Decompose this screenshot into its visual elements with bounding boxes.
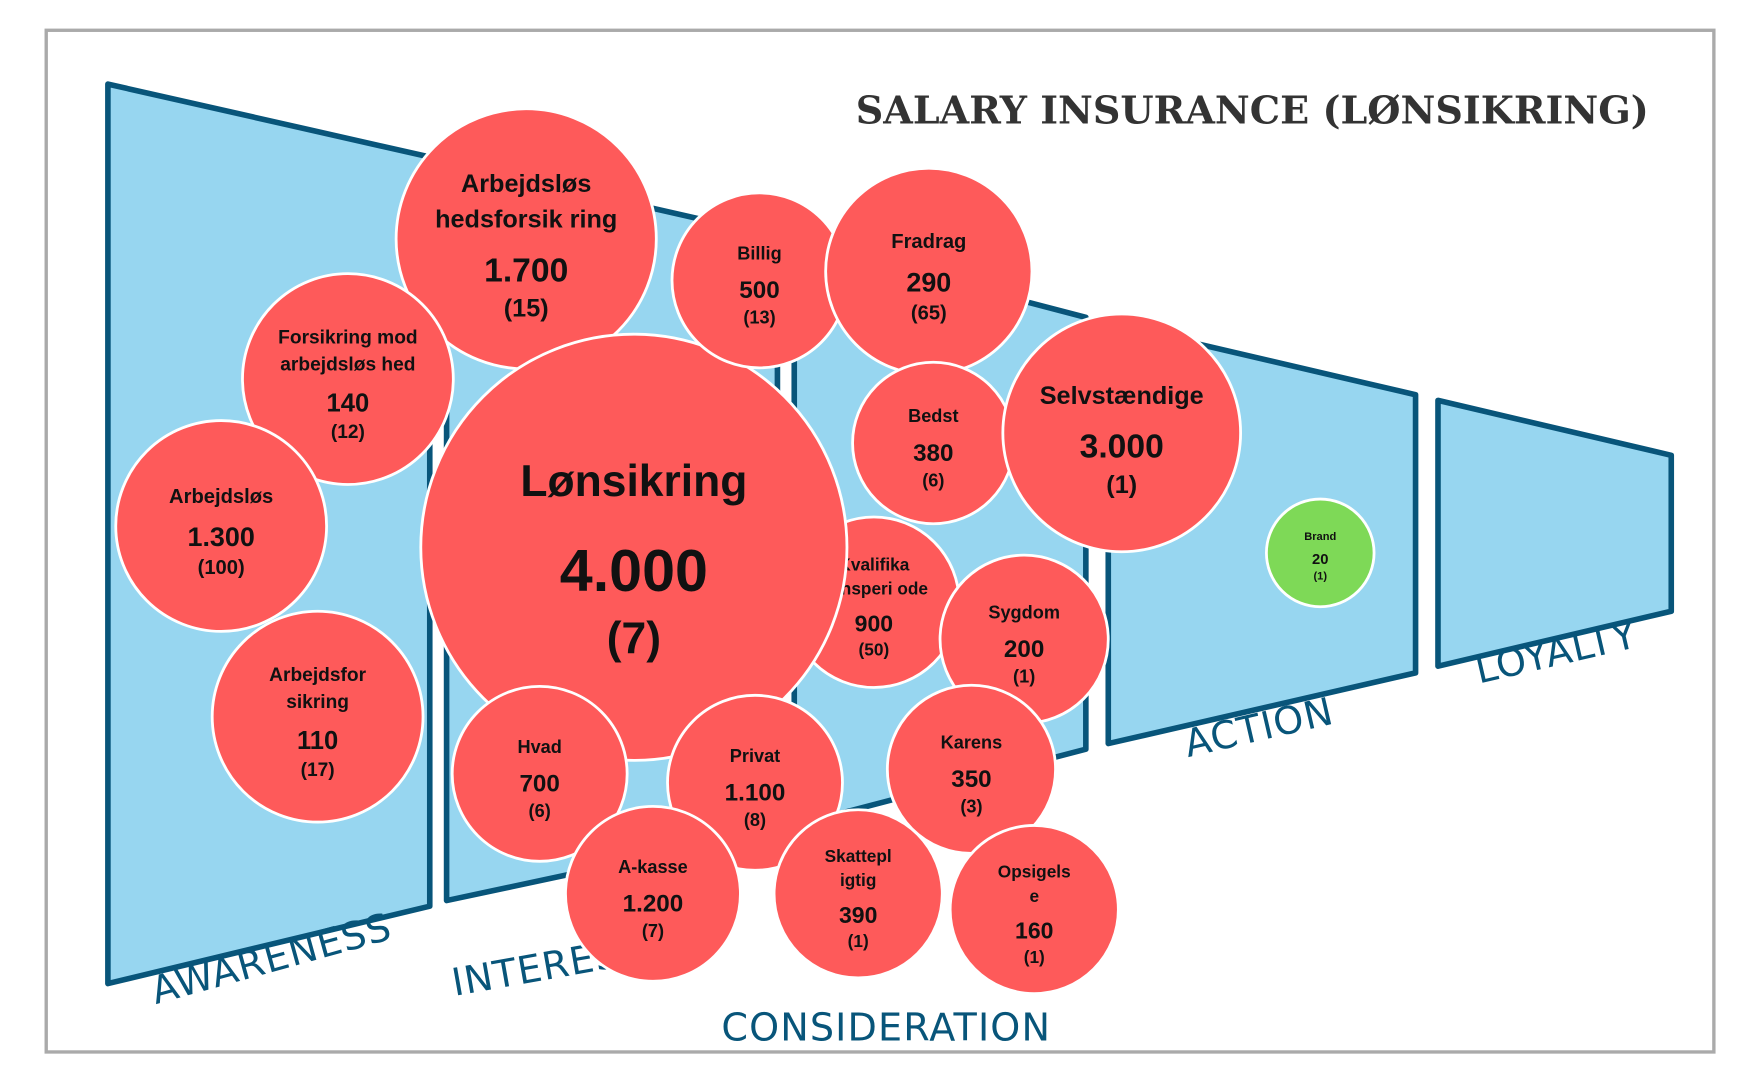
bubble-value: 390 (839, 902, 877, 928)
bubble-circle (772, 808, 944, 980)
bubble-name: Billig (737, 243, 781, 263)
bubble-name: e (1029, 886, 1039, 906)
bubble-count: (13) (743, 308, 775, 328)
bubble-count: (1) (1313, 570, 1327, 582)
bubble-name: sikring (286, 692, 349, 713)
bubble-circle (114, 419, 328, 633)
bubble-name: Skattepl (825, 846, 892, 866)
bubble-count: (7) (607, 614, 661, 663)
bubble-value: 20 (1312, 552, 1328, 568)
bubble-circle (210, 609, 425, 824)
bubble-name: arbejdsløs hed (280, 354, 415, 375)
bubble-count: (1) (1013, 667, 1035, 687)
keyword-bubbles: Arbejdsløs hedsforsik ring 1.700 (15) Forsik… (114, 107, 1376, 996)
bubble-name: Arbejdsløs (461, 170, 591, 198)
bubble-count: (3) (960, 797, 982, 817)
bubble-value: 160 (1015, 918, 1053, 944)
bubble-name: Sygdom (988, 602, 1060, 622)
bubble-arbejdsløs: Arbejdsløs 1.300 (100) (114, 419, 328, 633)
bubble-count: (17) (301, 760, 335, 781)
diagram-title: SALARY INSURANCE (LØNSIKRING) (856, 87, 1649, 132)
bubble-value: 1.100 (725, 780, 786, 807)
bubble-skattepl-igtig: Skattepl igtig 390 (1) (772, 808, 944, 980)
bubble-karens: Karens 350 (3) (885, 683, 1057, 855)
stage-loyalty (1435, 397, 1675, 669)
bubble-value: 110 (297, 727, 338, 755)
bubble-name: Opsigels (998, 862, 1071, 882)
bubble-hvad: Hvad 700 (6) (450, 684, 629, 863)
bubble-name: Bedst (908, 406, 958, 426)
bubble-value: 3.000 (1080, 429, 1164, 466)
bubble-value: 350 (951, 766, 991, 793)
bubble-value: 4.000 (560, 537, 708, 604)
bubble-count: (6) (922, 470, 944, 490)
bubble-name: A-kasse (618, 857, 688, 877)
bubble-count: (65) (911, 303, 947, 325)
bubble-sygdom: Sygdom 200 (1) (938, 553, 1110, 725)
bubble-fradrag: Fradrag 290 (65) (824, 166, 1034, 376)
bubble-name: hedsforsik ring (435, 206, 617, 234)
bubble-name: Arbejdsfor (269, 665, 366, 686)
bubble-name: Selvstændige (1040, 382, 1204, 410)
bubble-name: Kvalifika (838, 554, 909, 574)
bubble-name: Lønsikring (520, 457, 747, 506)
bubble-lønsikring: Lønsikring 4.000 (7) (419, 332, 849, 762)
bubble-value: 290 (906, 267, 951, 297)
bubble-circle (1001, 312, 1243, 554)
bubble-name: Privat (730, 746, 780, 766)
bubble-opsigels-e: Opsigels e 160 (1) (948, 824, 1120, 996)
bubble-count: (7) (642, 921, 664, 941)
bubble-value: 200 (1004, 636, 1044, 663)
bubble-forsikring-mod-arbejdsløs-hed: Forsikring mod arbejdsløs hed 140 (12) (241, 272, 455, 486)
bubble-value: 1.200 (623, 891, 684, 918)
bubble-billig: Billig 500 (13) (670, 191, 849, 370)
bubble-circle (1265, 497, 1376, 609)
bubble-privat: Privat 1.100 (8) (666, 693, 844, 872)
bubble-a-kasse: A-kasse 1.200 (7) (564, 804, 742, 983)
bubble-value: 900 (855, 610, 893, 636)
bubble-circle (564, 804, 742, 983)
bubble-value: 500 (739, 277, 779, 304)
bubble-circle (419, 332, 849, 762)
bubble-name: Hvad (517, 737, 561, 757)
bubble-brand: Brand 20 (1) (1265, 497, 1376, 609)
bubble-count: (1) (848, 931, 869, 951)
bubble-value: 700 (519, 771, 559, 798)
bubble-value: 1.300 (187, 522, 254, 552)
stage-label-consideration: CONSIDERATION (721, 1006, 1051, 1050)
bubble-count: (1) (1106, 471, 1137, 499)
bubble-value: 380 (913, 440, 953, 467)
bubble-name: Brand (1304, 531, 1336, 543)
bubble-circle (241, 272, 455, 486)
bubble-name: Fradrag (891, 231, 966, 253)
bubble-value: 140 (327, 389, 370, 417)
bubble-name: igtig (840, 870, 876, 890)
bubble-arbejdsløs-hedsforsik-ring: Arbejdsløs hedsforsik ring 1.700 (15) (394, 107, 658, 371)
bubble-circle (948, 824, 1120, 996)
bubble-count: (6) (529, 801, 551, 821)
bubble-arbejdsfor-sikring: Arbejdsfor sikring 110 (17) (210, 609, 425, 824)
bubble-selvstændige: Selvstændige 3.000 (1) (1001, 312, 1243, 554)
bubble-bedst: Bedst 380 (6) (851, 360, 1016, 526)
bubble-name: tionsperi ode (820, 578, 928, 598)
bubble-count: (8) (744, 810, 766, 830)
bubble-name: Arbejdsløs (169, 486, 273, 508)
bubble-count: (1) (1024, 947, 1045, 967)
bubble-count: (100) (198, 557, 245, 579)
bubble-count: (50) (859, 639, 890, 659)
bubble-value: 1.700 (484, 252, 568, 289)
bubble-circle (666, 693, 844, 872)
bubble-name: Forsikring mod (278, 328, 417, 349)
bubble-count: (12) (331, 422, 365, 443)
bubble-name: Karens (941, 732, 1003, 752)
bubble-count: (15) (504, 295, 549, 323)
bubble-circle (450, 684, 629, 863)
